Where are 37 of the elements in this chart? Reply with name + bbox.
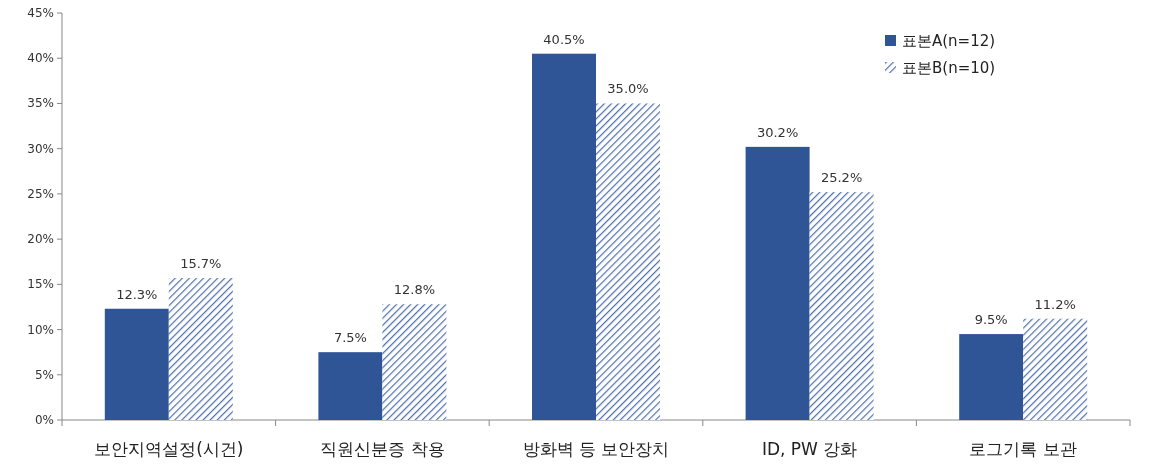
bar [532, 53, 596, 420]
bar [1023, 318, 1088, 420]
y-tick-label: 0% [34, 413, 54, 427]
y-tick-label: 15% [27, 277, 54, 292]
legend-label: 표본B(n=10) [902, 59, 996, 77]
data-label: 12.3% [116, 286, 158, 302]
x-tick-label: 로그기록 보관 [969, 439, 1077, 459]
y-tick-label: 40% [27, 51, 54, 66]
bar [318, 352, 383, 420]
data-label: 35.0% [607, 81, 649, 97]
data-label: 15.7% [180, 256, 222, 271]
data-label: 11.2% [1034, 296, 1076, 312]
bar [104, 308, 169, 420]
y-tick-label: 45% [27, 6, 54, 20]
data-label: 9.5% [974, 312, 1008, 328]
bar [382, 304, 447, 420]
bar [959, 334, 1024, 420]
data-label: 7.5% [333, 330, 367, 346]
data-label: 12.8% [393, 282, 436, 298]
bar [809, 192, 874, 420]
x-tick-label: 보안지역설정(시건) [94, 439, 244, 459]
bar [168, 278, 233, 420]
y-tick-label: 35% [27, 96, 54, 111]
data-label: 30.2% [756, 124, 799, 140]
y-tick-label: 5% [34, 367, 54, 382]
bar [596, 103, 660, 420]
x-tick-label: ID, PW 강화 [761, 439, 858, 459]
bar [745, 146, 810, 420]
y-tick-label: 30% [27, 141, 54, 156]
data-label: 25.2% [820, 170, 863, 186]
x-tick-label: 방화벽 등 보안장치 [522, 439, 670, 459]
y-tick-label: 10% [27, 322, 54, 337]
y-tick-label: 20% [27, 232, 54, 247]
data-label: 40.5% [543, 31, 585, 47]
y-tick-label: 25% [27, 186, 54, 201]
x-tick-label: 직원신분증 착용 [320, 439, 445, 459]
legend-label: 표본A(n=12) [902, 32, 996, 50]
